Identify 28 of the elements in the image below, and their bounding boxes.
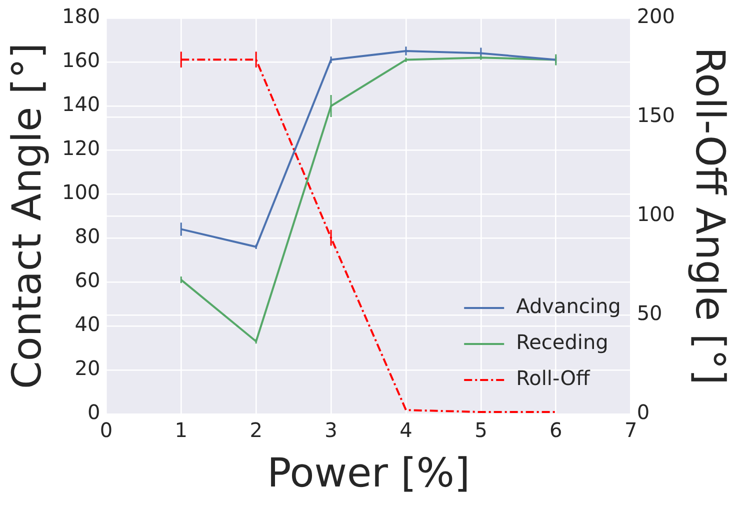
y2-axis-title: Roll-Off Angle [°] bbox=[686, 47, 733, 385]
y2-tick-label: 200 bbox=[636, 4, 676, 28]
legend-label: Advancing bbox=[516, 294, 621, 318]
x-tick-label: 3 bbox=[324, 418, 338, 442]
x-tick-label: 2 bbox=[250, 418, 262, 442]
legend-label: Roll-Off bbox=[516, 366, 591, 390]
y-tick-label: 20 bbox=[74, 356, 100, 380]
x-tick-label: 5 bbox=[474, 418, 488, 442]
y-tick-label: 40 bbox=[74, 312, 100, 336]
y-tick-label: 0 bbox=[87, 400, 100, 424]
y-tick-label: 80 bbox=[74, 224, 100, 248]
y-tick-label: 120 bbox=[62, 136, 100, 160]
y2-tick-label: 0 bbox=[636, 400, 650, 424]
y2-tick-label: 100 bbox=[636, 202, 676, 226]
y-tick-label: 180 bbox=[62, 4, 100, 28]
y-tick-label: 140 bbox=[62, 92, 100, 116]
x-tick-label: 6 bbox=[550, 418, 562, 442]
x-tick-label: 1 bbox=[174, 418, 188, 442]
legend-label: Receding bbox=[516, 330, 608, 354]
y2-tick-label: 150 bbox=[636, 103, 676, 128]
y-tick-label: 100 bbox=[62, 180, 100, 204]
x-tick-label: 7 bbox=[624, 418, 638, 442]
y2-tick-label: 50 bbox=[636, 301, 662, 326]
y-tick-label: 60 bbox=[74, 268, 100, 292]
x-axis-title: Power [%] bbox=[267, 450, 470, 496]
y-axis-title: Contact Angle [°] bbox=[4, 42, 50, 390]
x-tick-label: 4 bbox=[400, 418, 412, 442]
y-tick-label: 160 bbox=[62, 48, 100, 72]
